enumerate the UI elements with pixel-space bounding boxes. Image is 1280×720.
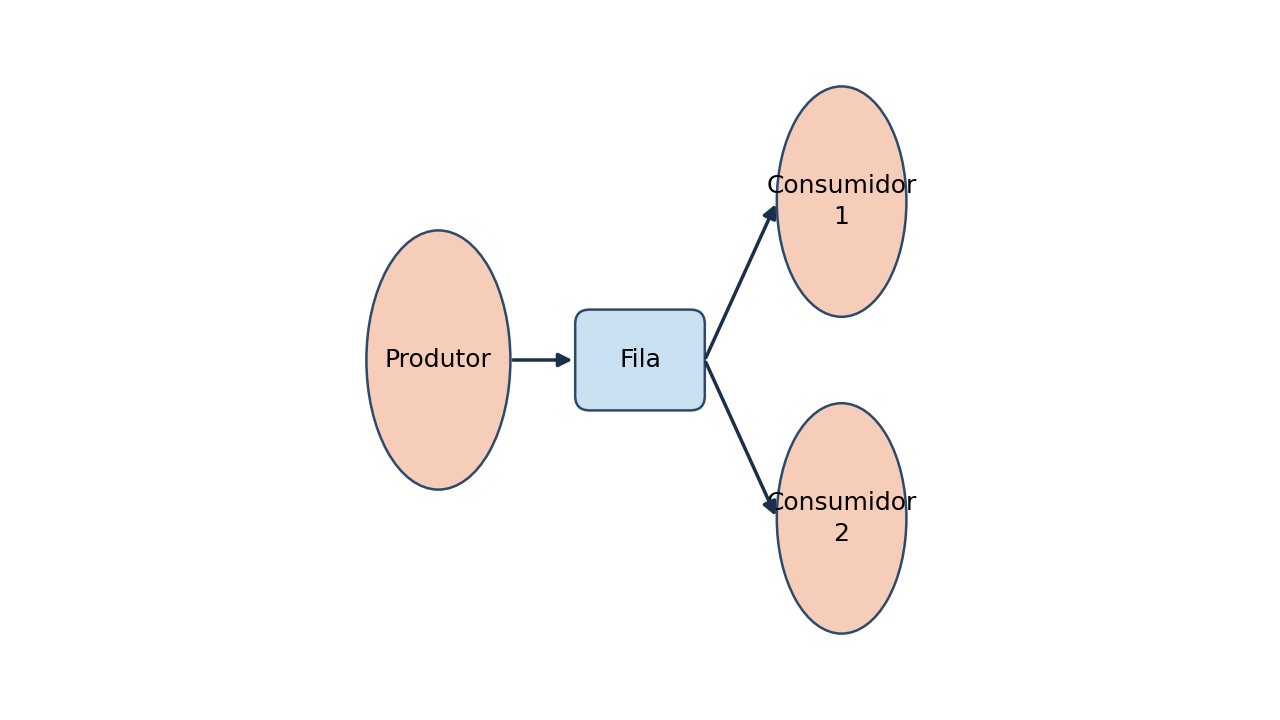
- FancyBboxPatch shape: [575, 310, 705, 410]
- Text: Produtor: Produtor: [385, 348, 492, 372]
- Ellipse shape: [777, 86, 906, 317]
- Text: Consumidor
2: Consumidor 2: [767, 490, 916, 546]
- Text: Fila: Fila: [620, 348, 660, 372]
- Ellipse shape: [366, 230, 511, 490]
- Text: Consumidor
1: Consumidor 1: [767, 174, 916, 230]
- Ellipse shape: [777, 403, 906, 634]
